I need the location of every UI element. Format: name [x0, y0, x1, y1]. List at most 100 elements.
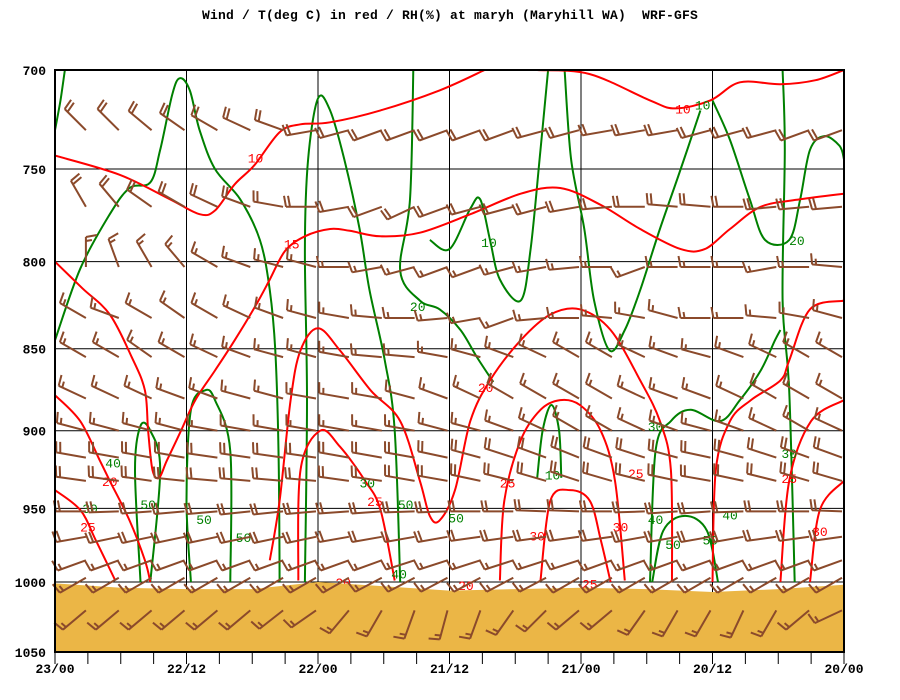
- wind-barb: [519, 372, 547, 400]
- wind-barb: [715, 374, 744, 400]
- wind-barb: [215, 559, 251, 572]
- wind-barb: [319, 609, 350, 635]
- wind-barb: [127, 100, 153, 131]
- wind-barb: [85, 501, 119, 514]
- wind-barb: [779, 461, 810, 482]
- wind-barb: [282, 502, 317, 515]
- wind-barb: [351, 441, 382, 459]
- wind-barb: [813, 407, 843, 432]
- rh-contour-10: [536, 403, 563, 478]
- wind-barb: [742, 529, 777, 542]
- wind-barb: [511, 529, 547, 542]
- wind-barb: [452, 374, 481, 400]
- y-tick-label: 850: [23, 343, 47, 358]
- wind-barb: [478, 202, 514, 216]
- wind-barb: [577, 123, 613, 137]
- wind-barb: [648, 377, 678, 400]
- wind-barb: [647, 438, 678, 459]
- wind-barb: [384, 464, 415, 482]
- wind-barb: [182, 559, 218, 572]
- wind-barb: [676, 502, 711, 515]
- chart-title: Wind / T(deg C) in red / RH(%) at maryh …: [201, 8, 699, 23]
- wind-barb: [445, 128, 481, 142]
- wind-barb: [517, 407, 547, 432]
- wind-barb: [284, 467, 317, 482]
- wind-barb: [58, 331, 87, 358]
- wind-barb: [318, 340, 350, 359]
- wind-barb: [281, 123, 317, 137]
- wind-barb: [347, 530, 382, 543]
- wind-barb: [379, 559, 415, 571]
- wind-barb: [186, 414, 218, 432]
- wind-barb: [154, 411, 185, 432]
- wind-barb: [584, 372, 613, 400]
- wind-barb: [417, 440, 448, 459]
- wind-barb: [610, 530, 645, 543]
- wind-barb: [552, 372, 580, 400]
- wind-barb: [348, 502, 382, 515]
- rh-contour-40: [133, 421, 162, 583]
- wind-barb: [750, 609, 778, 638]
- wind-barb: [483, 437, 514, 459]
- wind-barb: [150, 531, 185, 544]
- rh-contour-label: 50: [665, 538, 681, 553]
- wind-barb: [314, 200, 350, 213]
- rh-contour-label: 10: [481, 236, 497, 251]
- wind-barb: [478, 264, 514, 276]
- wind-barb: [511, 261, 547, 274]
- wind-barb: [552, 404, 580, 432]
- wind-barb: [84, 531, 120, 544]
- wind-barb: [90, 374, 120, 400]
- wind-barb: [478, 559, 514, 571]
- wind-barb: [418, 377, 448, 400]
- wind-barb: [812, 461, 843, 482]
- y-tick-label: 800: [23, 256, 47, 271]
- wind-barb: [350, 465, 382, 482]
- wind-barb: [413, 530, 448, 543]
- wind-barb: [511, 559, 547, 571]
- wind-barb: [282, 609, 317, 629]
- wind-barb: [84, 559, 120, 572]
- wind-barb: [675, 559, 711, 572]
- wind-barb: [710, 501, 744, 514]
- wind-barb: [458, 610, 482, 640]
- rh-contour-label: 30: [781, 447, 797, 462]
- wind-barb: [616, 407, 646, 432]
- wind-barb: [283, 195, 316, 208]
- temperature-contour-10: [54, 69, 486, 217]
- wind-barb: [417, 411, 448, 432]
- wind-barb: [88, 441, 119, 459]
- wind-barb: [253, 338, 284, 359]
- wind-barb: [776, 609, 810, 631]
- wind-barb: [484, 335, 514, 359]
- wind-barb: [611, 195, 645, 208]
- wind-barb: [315, 255, 349, 268]
- wind-barb: [317, 465, 350, 482]
- wind-barb: [189, 333, 218, 359]
- rh-contour-label: 20: [410, 300, 426, 315]
- wind-barb: [318, 301, 350, 319]
- wind-barb: [708, 126, 744, 139]
- wind-barb: [741, 261, 777, 274]
- wind-barb: [483, 462, 514, 482]
- wind-barb: [286, 248, 317, 268]
- wind-barb: [251, 467, 284, 482]
- wind-barb: [708, 559, 744, 572]
- wind-barb: [188, 377, 218, 400]
- wind-barb: [286, 338, 317, 359]
- wind-barb: [546, 609, 580, 631]
- wind-barb: [446, 576, 481, 593]
- wind-barb: [775, 198, 810, 211]
- wind-barb: [55, 441, 87, 459]
- wind-barb: [779, 436, 810, 459]
- temperature-contour-label: 20: [102, 475, 118, 490]
- wind-barb: [550, 435, 580, 459]
- wind-barb: [611, 501, 645, 514]
- wind-barb: [351, 382, 382, 400]
- wind-barb: [155, 377, 185, 400]
- wind-barb: [741, 126, 777, 139]
- wind-barb: [648, 335, 678, 359]
- wind-barb: [412, 128, 448, 142]
- wind-barb: [614, 301, 645, 319]
